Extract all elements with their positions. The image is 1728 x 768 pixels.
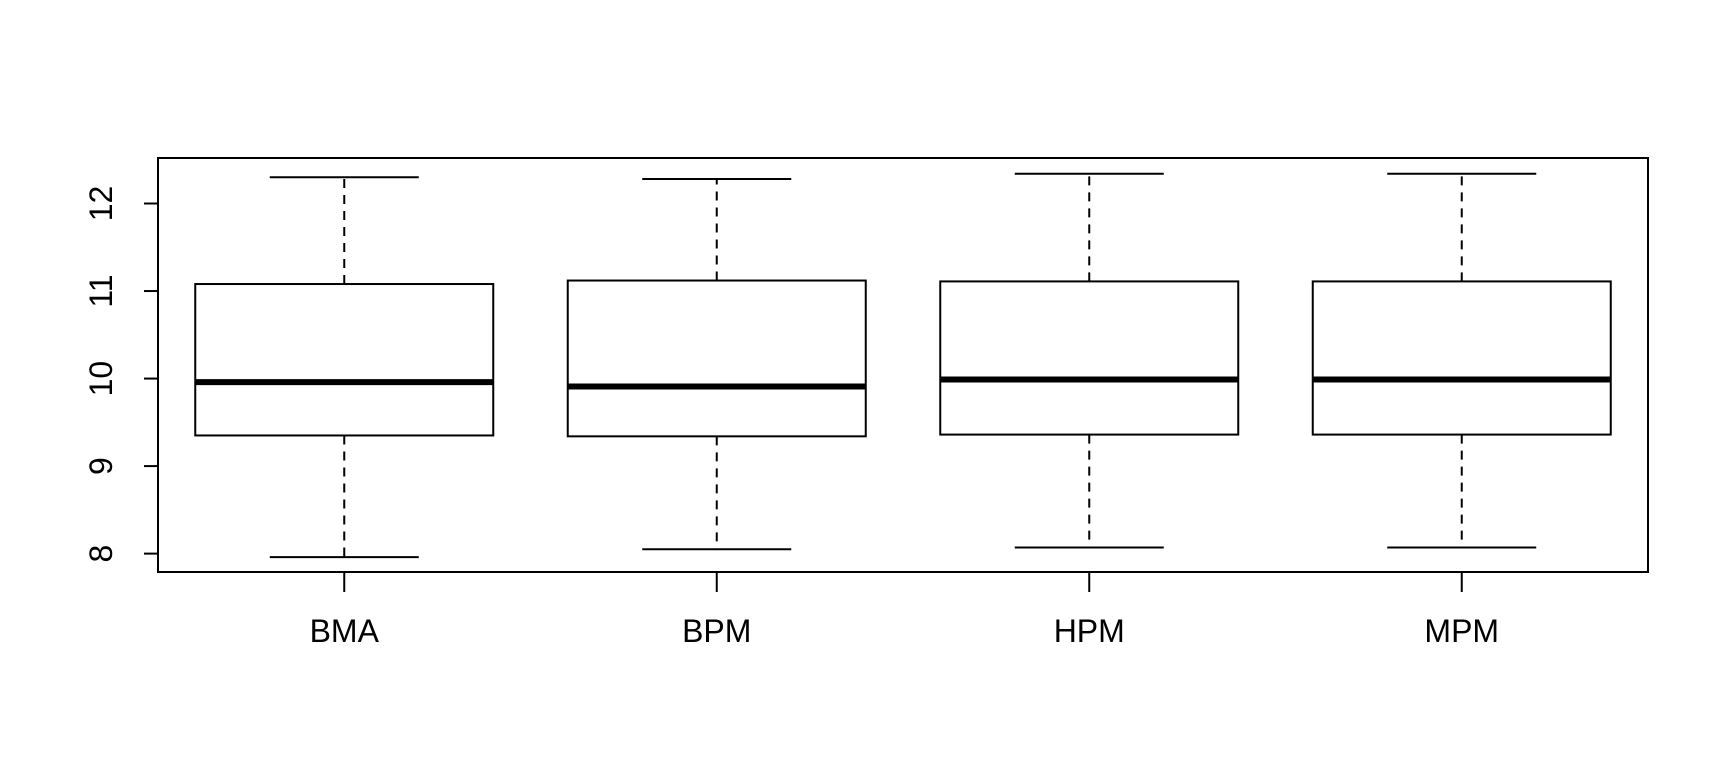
plot-frame [157, 157, 1649, 573]
x-tick-label: BMA [310, 613, 380, 649]
y-tick-label: 8 [83, 545, 119, 563]
y-tick-label: 11 [83, 274, 119, 307]
iqr-box [939, 280, 1240, 436]
iqr-box [1311, 280, 1612, 436]
x-tick-label: MPM [1424, 613, 1499, 649]
box-mpm [1311, 172, 1612, 549]
x-tick-label: HPM [1054, 613, 1125, 649]
x-tick-label: BPM [682, 613, 751, 649]
box-bma [194, 176, 495, 559]
y-tick-label: 12 [83, 186, 119, 222]
iqr-box [194, 283, 495, 437]
y-axis: 8 9 10 11 12 [83, 186, 158, 563]
box-hpm [939, 172, 1240, 549]
x-axis: BMA BPM HPM MPM [310, 572, 1499, 649]
y-tick-label: 9 [83, 457, 119, 475]
y-tick-label: 10 [83, 361, 119, 397]
box-bpm [566, 178, 867, 551]
iqr-box [566, 279, 867, 438]
boxes-group [194, 172, 1612, 559]
